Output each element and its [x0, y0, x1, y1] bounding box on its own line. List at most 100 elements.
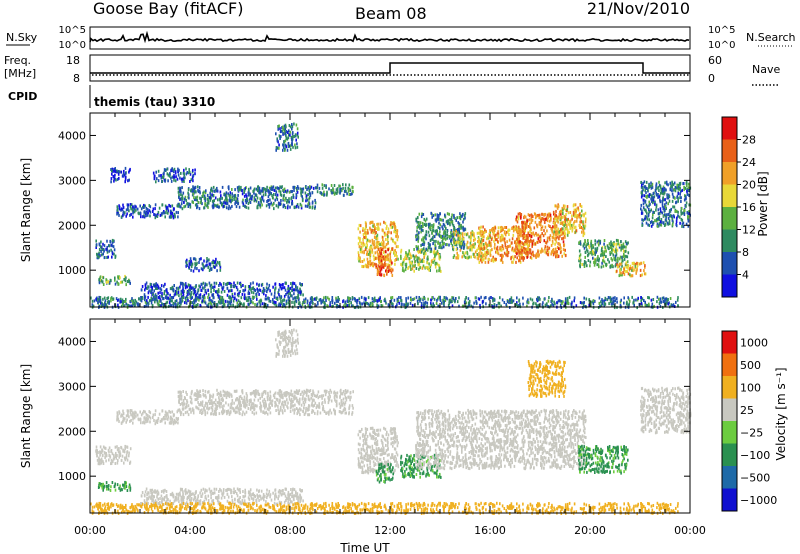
range-gate-cell	[518, 226, 520, 230]
range-gate-cell	[503, 301, 506, 304]
range-gate-cell	[363, 249, 365, 253]
range-gate-cell	[522, 296, 524, 300]
range-gate-cell	[515, 243, 518, 247]
range-gate-cell	[680, 217, 683, 221]
range-gate-cell	[373, 223, 375, 227]
range-gate-cell	[543, 220, 546, 224]
range-gate-cell	[596, 246, 599, 250]
range-gate-cell	[664, 208, 666, 212]
range-gate-cell	[422, 304, 425, 308]
range-gate-cell	[503, 237, 506, 241]
range-gate-cell	[659, 200, 662, 204]
range-gate-cell	[564, 248, 566, 252]
range-gate-cell	[526, 304, 528, 308]
range-gate-cell	[417, 225, 420, 229]
range-gate-cell	[453, 254, 456, 258]
range-gate-cell	[651, 182, 654, 186]
range-gate-cell	[623, 269, 626, 273]
range-gate-cell	[375, 263, 378, 267]
range-gate-cell	[249, 201, 252, 204]
range-gate-cell	[571, 227, 574, 231]
range-gate-cell	[548, 296, 550, 299]
range-gate-cell	[492, 259, 495, 263]
range-gate-cell	[294, 143, 296, 147]
range-gate-cell	[377, 222, 379, 226]
range-gate-cell	[100, 253, 103, 257]
range-gate-cell	[312, 298, 314, 302]
range-gate-cell	[226, 202, 228, 206]
range-gate-cell	[594, 239, 596, 243]
range-gate-cell	[494, 257, 497, 261]
range-gate-cell	[590, 241, 592, 245]
range-gate-cell	[117, 276, 119, 280]
range-gate-cell	[375, 256, 378, 260]
range-gate-cell	[255, 294, 258, 298]
range-gate-cell	[144, 298, 146, 302]
range-gate-cell	[221, 301, 224, 304]
range-gate-cell	[213, 303, 216, 307]
range-gate-cell	[294, 288, 297, 292]
range-gate-cell	[659, 304, 662, 308]
range-gate-cell	[311, 296, 313, 300]
range-gate-cell	[96, 252, 98, 256]
range-gate-cell	[203, 206, 205, 210]
range-gate-cell	[188, 265, 190, 269]
range-gate-cell	[412, 254, 415, 258]
range-gate-cell	[103, 296, 106, 300]
range-gate-cell	[526, 238, 528, 242]
range-gate-cell	[240, 302, 243, 306]
range-gate-cell	[344, 300, 347, 304]
range-gate-cell	[380, 252, 382, 256]
range-gate-cell	[609, 250, 611, 254]
range-gate-cell	[288, 287, 291, 291]
range-gate-cell	[124, 177, 127, 181]
range-gate-cell	[285, 190, 288, 194]
range-gate-cell	[235, 285, 238, 289]
range-gate-cell	[218, 205, 220, 209]
range-gate-cell	[554, 213, 556, 217]
range-gate-cell	[544, 225, 547, 229]
range-gate-cell	[437, 214, 439, 217]
range-gate-cell	[671, 199, 674, 203]
range-gate-cell	[612, 265, 614, 269]
range-gate-cell	[330, 189, 332, 192]
range-gate-cell	[391, 268, 394, 272]
range-gate-cell	[558, 242, 560, 246]
range-gate-cell	[377, 252, 379, 256]
range-gate-cell	[283, 124, 286, 128]
range-gate-cell	[350, 192, 352, 196]
range-gate-cell	[363, 236, 366, 239]
range-gate-cell	[636, 298, 639, 302]
range-gate-cell	[213, 203, 216, 207]
range-gate-cell	[520, 216, 522, 220]
range-gate-cell	[157, 169, 160, 173]
range-gate-cell	[215, 257, 217, 261]
range-gate-cell	[548, 219, 551, 223]
range-gate-cell	[163, 168, 166, 172]
range-gate-cell	[442, 227, 444, 231]
range-gate-cell	[339, 184, 341, 188]
range-gate-cell	[278, 288, 280, 292]
range-gate-cell	[656, 295, 659, 299]
range-gate-cell	[434, 265, 437, 269]
range-gate-cell	[680, 200, 682, 203]
range-gate-cell	[658, 189, 660, 192]
range-gate-cell	[132, 301, 134, 305]
range-gate-cell	[567, 217, 569, 221]
range-gate-cell	[613, 242, 615, 246]
range-gate-cell	[366, 246, 368, 250]
range-gate-cell	[225, 196, 228, 200]
range-gate-cell	[533, 254, 535, 258]
range-gate-cell	[577, 208, 580, 212]
range-gate-cell	[151, 290, 153, 293]
range-gate-cell	[289, 133, 291, 137]
range-gate-cell	[236, 288, 239, 292]
range-gate-cell	[128, 170, 130, 174]
range-gate-cell	[562, 231, 564, 235]
range-gate-cell	[583, 246, 586, 250]
range-gate-cell	[273, 300, 275, 304]
range-gate-cell	[543, 239, 546, 243]
range-gate-cell	[394, 259, 396, 263]
range-gate-cell	[451, 296, 453, 300]
range-gate-cell	[122, 206, 125, 210]
